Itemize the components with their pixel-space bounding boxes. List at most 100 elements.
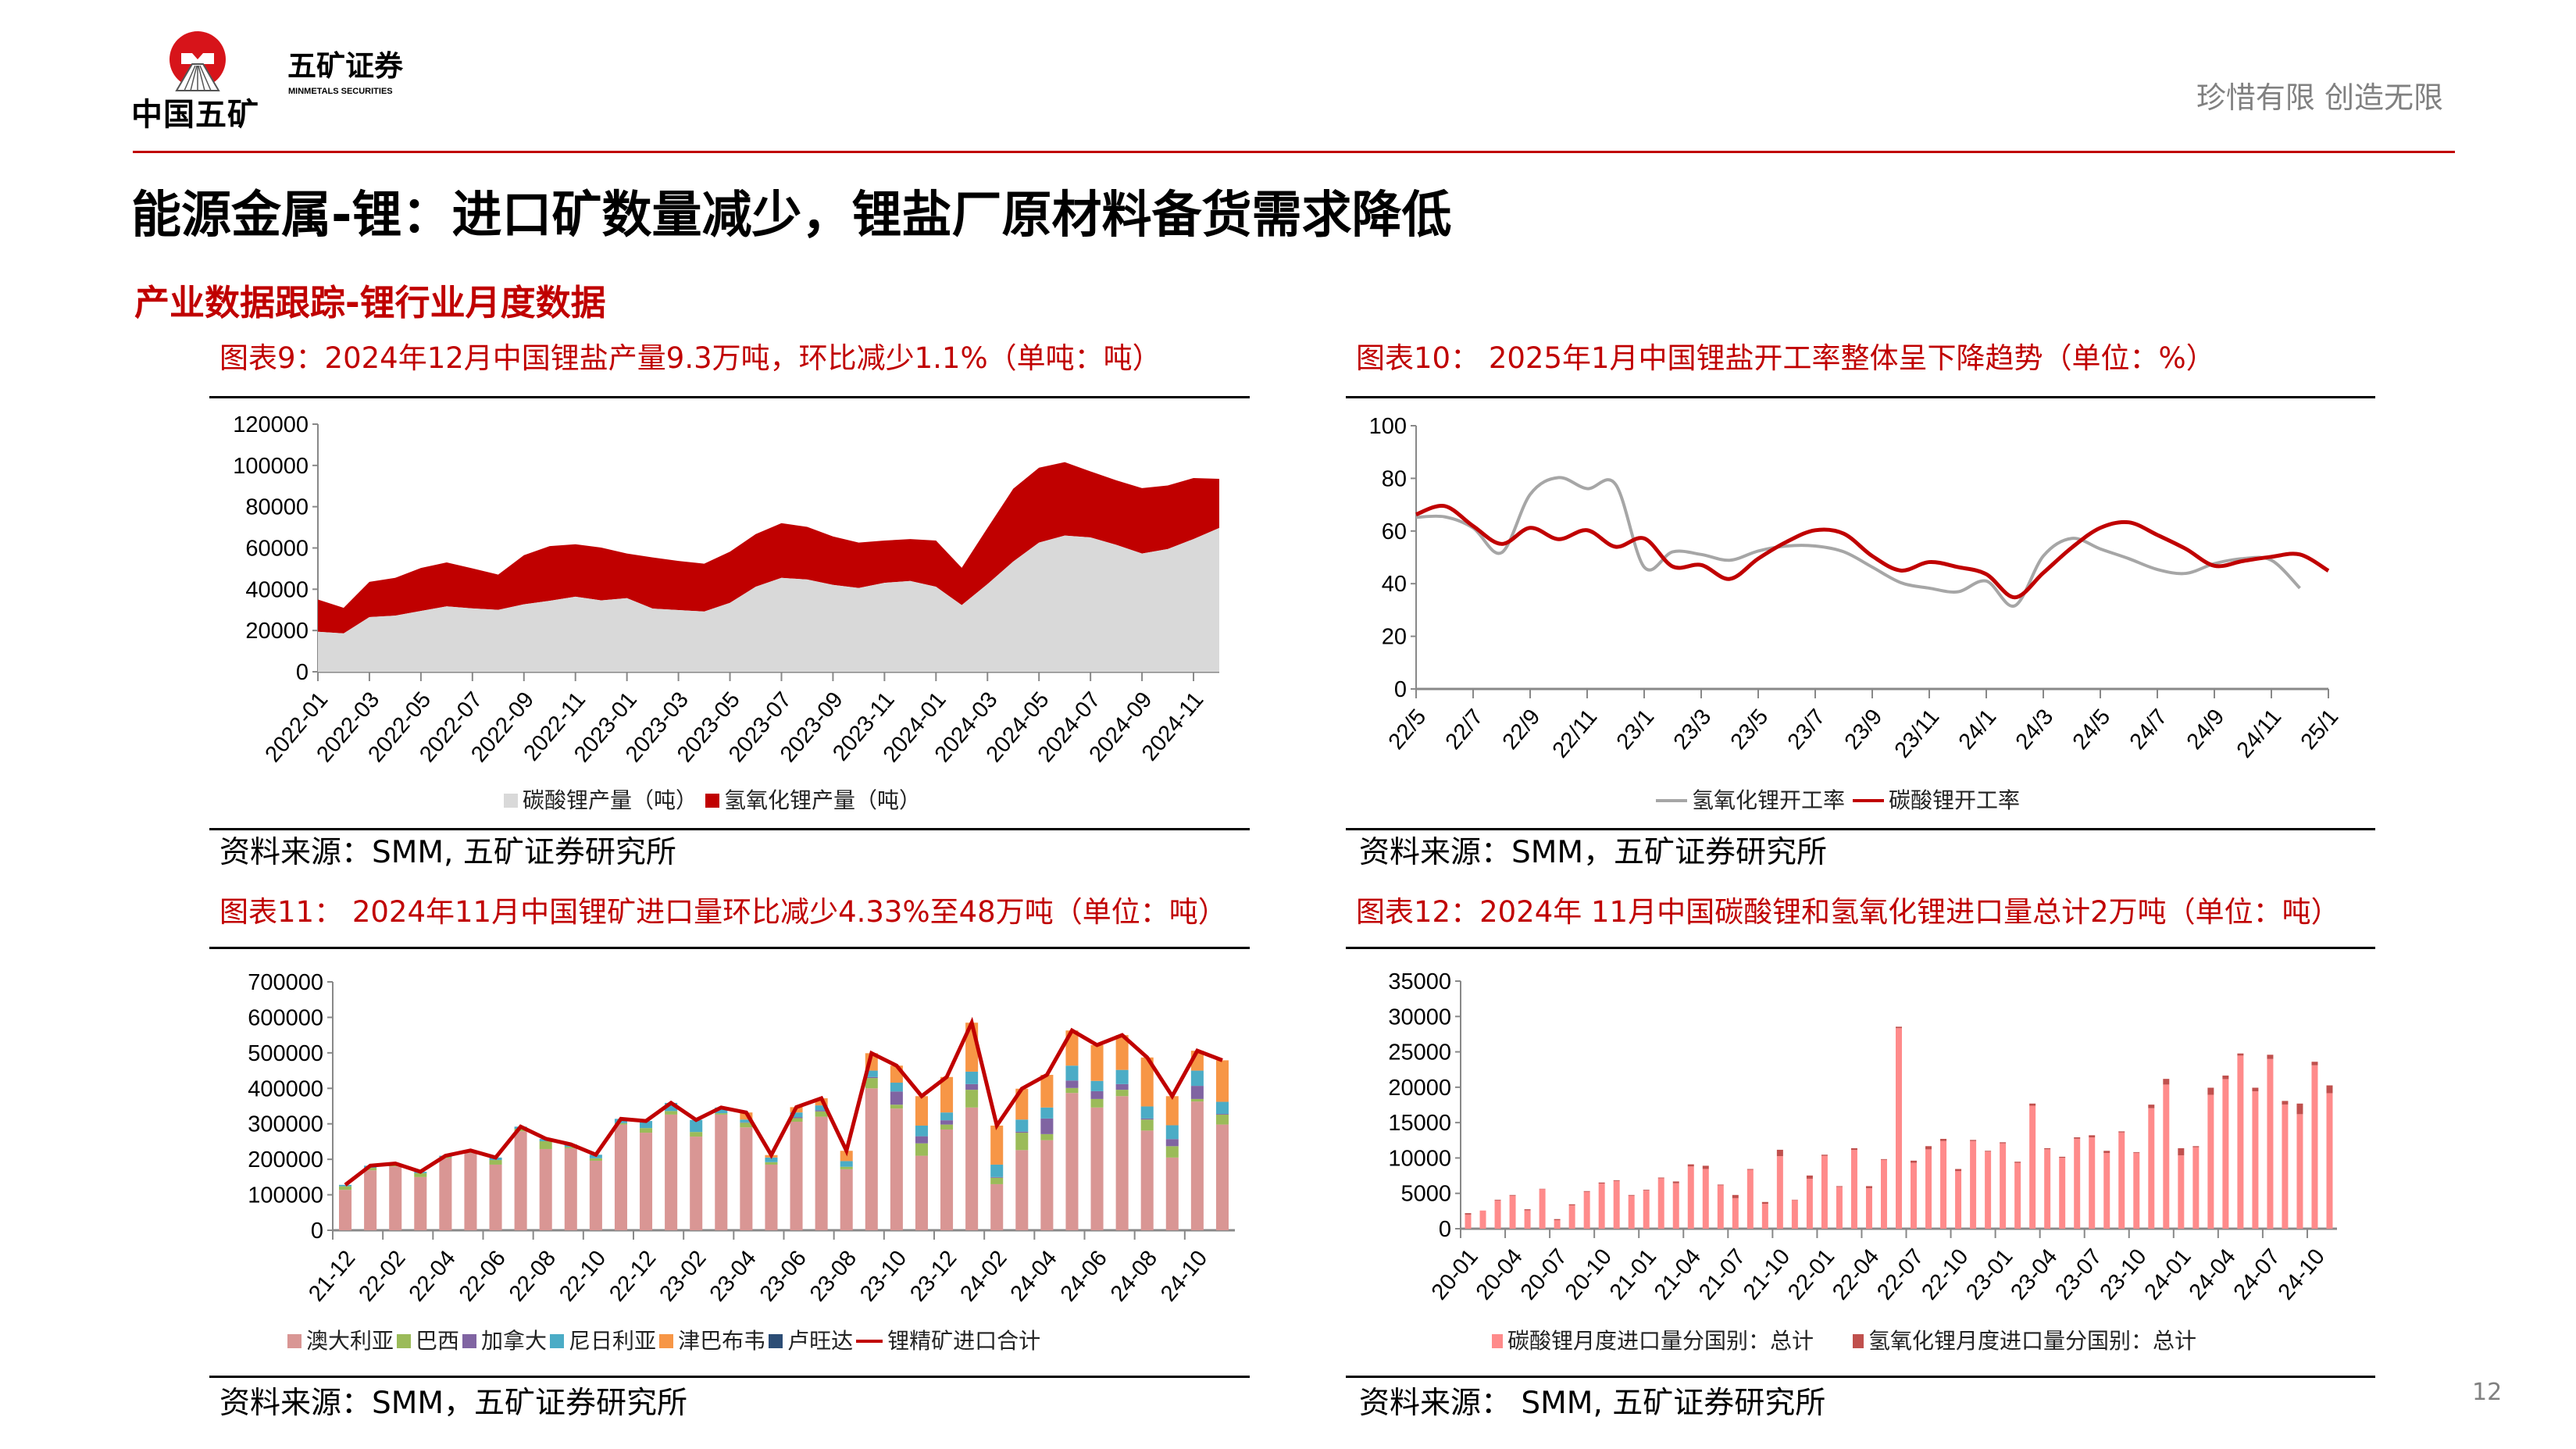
x-tick-label: 23-10	[855, 1246, 912, 1306]
legend-label: 碳酸锂产量（吨）	[523, 787, 698, 813]
bar-segment-2	[865, 1076, 878, 1079]
bar-segment-4	[1165, 1096, 1179, 1126]
legend-item: 氢氧化锂产量（吨）	[705, 788, 921, 813]
bar-segment-1	[1628, 1194, 1635, 1196]
bar-segment-0	[2089, 1137, 2096, 1229]
legend-label: 加拿大	[481, 1328, 548, 1354]
bar-segment-1	[2133, 1151, 2140, 1153]
x-tick-label: 24/1	[1954, 705, 2002, 755]
figure-10-title: 图表10： 2025年1月中国锂盐开工率整体呈下降趋势（单位：%）	[1356, 341, 2215, 375]
y-tick-label: 0	[1394, 677, 1407, 702]
bar-segment-1	[2326, 1085, 2333, 1094]
y-tick-label: 0	[1439, 1217, 1451, 1242]
header-divider	[133, 151, 2455, 153]
bar-segment-0	[1865, 1188, 1872, 1229]
x-tick-label: 22-06	[455, 1246, 511, 1306]
bar-segment-1	[1896, 1026, 1902, 1029]
figure-10-top-rule	[1346, 396, 2375, 398]
logo-cn-text: 中国五矿	[131, 97, 259, 133]
bar-segment-1	[665, 1111, 678, 1115]
bar-segment-1	[514, 1129, 527, 1132]
y-tick-label: 400000	[248, 1076, 323, 1101]
x-tick-label: 23-07	[2050, 1244, 2107, 1304]
bar-segment-0	[1672, 1183, 1679, 1229]
bar-segment-0	[640, 1133, 653, 1230]
legend-swatch	[504, 794, 518, 808]
bar-segment-1	[1955, 1169, 1962, 1172]
bar-segment-1	[1657, 1177, 1664, 1179]
y-tick-label: 5000	[1400, 1182, 1451, 1207]
legend-item: 卢旺达	[769, 1329, 853, 1354]
bar-segment-0	[2074, 1138, 2081, 1229]
figure-9-top-rule	[209, 396, 1250, 398]
bar-segment-0	[1065, 1093, 1079, 1230]
bar-segment-1	[1090, 1098, 1104, 1108]
bar-segment-0	[1821, 1155, 1828, 1229]
bar-segment-1	[564, 1147, 577, 1149]
page-number: 12	[2472, 1379, 2503, 1406]
bar-segment-0	[690, 1137, 703, 1230]
figure-9-legend: 碳酸锂产量（吨） 氢氧化锂产量（吨）	[504, 787, 921, 813]
bar-segment-2	[965, 1083, 979, 1090]
bar-segment-0	[1806, 1178, 1813, 1229]
bar-segment-3	[865, 1070, 878, 1077]
x-tick-label: 24-04	[2185, 1244, 2241, 1304]
figure-10-legend: 氢氧化锂开工率 碳酸锂开工率	[1656, 788, 2020, 813]
bar-segment-0	[1165, 1157, 1179, 1230]
bar-segment-1	[790, 1118, 803, 1122]
figure-12-title: 图表12：2024年 11月中国碳酸锂和氢氧化锂进口量总计2万吨（单位：吨）	[1356, 895, 2340, 929]
bar-segment-0	[1955, 1171, 1962, 1229]
bar-segment-0	[1911, 1162, 1918, 1229]
legend-label: 碳酸锂月度进口量分国别：总计	[1507, 1328, 1814, 1354]
bar-segment-0	[364, 1170, 377, 1230]
bar-segment-2	[1190, 1086, 1204, 1099]
bar-segment-0	[2311, 1065, 2318, 1229]
y-tick-label: 100	[1369, 414, 1407, 439]
x-tick-label: 24-10	[2274, 1244, 2330, 1304]
legend-label: 氢氧化锂月度进口量分国别：总计	[1868, 1328, 2197, 1354]
bar-segment-0	[2029, 1105, 2036, 1229]
bar-segment-2	[915, 1136, 928, 1144]
bar-segment-3	[1090, 1080, 1104, 1091]
bar-segment-3	[815, 1105, 828, 1111]
bar-segment-0	[339, 1190, 352, 1230]
legend-item: 锂精矿进口合计	[856, 1329, 1040, 1354]
bar-segment-3	[790, 1112, 803, 1118]
bar-segment-0	[1776, 1156, 1783, 1229]
bar-segment-1	[2103, 1151, 2110, 1153]
bar-segment-2	[790, 1117, 803, 1119]
bar-segment-0	[1687, 1166, 1694, 1229]
bar-segment-3	[1215, 1101, 1229, 1114]
bar-segment-4	[840, 1151, 853, 1162]
bar-segment-4	[1115, 1035, 1129, 1070]
bar-segment-1	[940, 1124, 954, 1130]
x-tick-label: 24/9	[2182, 705, 2230, 755]
y-tick-label: 60	[1382, 519, 1407, 544]
bar-segment-0	[1015, 1150, 1029, 1230]
bar-segment-1	[715, 1113, 728, 1115]
legend-item: 碳酸锂开工率	[1853, 788, 2020, 813]
y-tick-label: 80000	[245, 495, 309, 520]
bar-segment-1	[2029, 1103, 2036, 1106]
bar-segment-1	[2000, 1142, 2007, 1144]
bar-segment-1	[1613, 1180, 1620, 1181]
bar-segment-1	[539, 1140, 552, 1149]
bar-segment-1	[414, 1172, 427, 1177]
bar-segment-0	[1215, 1124, 1229, 1230]
y-tick-label: 700000	[248, 970, 323, 995]
bar-segment-3	[1140, 1106, 1154, 1119]
bar-segment-3	[640, 1121, 653, 1129]
bar-segment-3	[890, 1083, 903, 1092]
bar-segment-0	[1985, 1151, 1992, 1229]
bar-segment-3	[1190, 1070, 1204, 1087]
x-tick-label: 24/7	[2125, 705, 2173, 755]
bar-segment-0	[1628, 1195, 1635, 1229]
x-tick-label: 22/7	[1441, 705, 1489, 755]
y-tick-label: 40000	[245, 577, 309, 602]
bar-segment-0	[539, 1148, 552, 1230]
area-series-hydroxide	[318, 462, 1219, 633]
brand-en-text: MINMETALS SECURITIES	[288, 87, 393, 96]
bar-segment-0	[840, 1169, 853, 1230]
x-tick-label: 24/11	[2232, 705, 2287, 763]
legend-swatch	[769, 1334, 783, 1349]
